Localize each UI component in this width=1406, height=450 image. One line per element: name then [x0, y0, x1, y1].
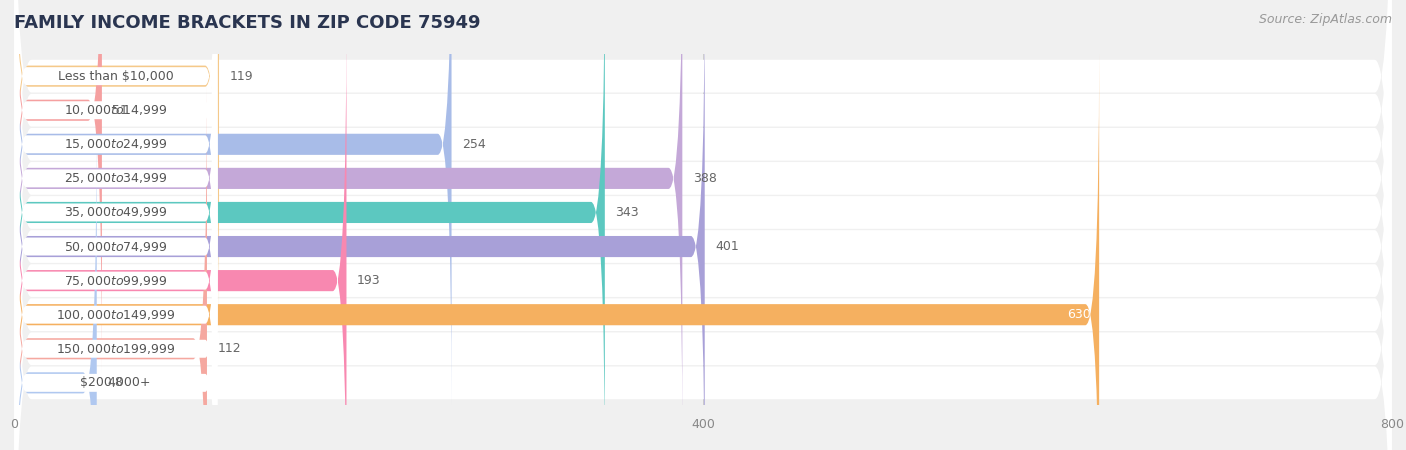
FancyBboxPatch shape	[14, 0, 1392, 450]
FancyBboxPatch shape	[14, 0, 218, 442]
Text: 51: 51	[112, 104, 128, 117]
Text: 401: 401	[716, 240, 738, 253]
FancyBboxPatch shape	[14, 0, 704, 450]
FancyBboxPatch shape	[14, 53, 1099, 450]
FancyBboxPatch shape	[14, 0, 1392, 450]
FancyBboxPatch shape	[14, 0, 101, 372]
Text: $35,000 to $49,999: $35,000 to $49,999	[63, 206, 167, 220]
FancyBboxPatch shape	[14, 121, 97, 450]
FancyBboxPatch shape	[14, 0, 218, 374]
Text: $15,000 to $24,999: $15,000 to $24,999	[63, 137, 167, 151]
Text: 112: 112	[218, 342, 240, 355]
Text: 388: 388	[693, 172, 717, 185]
Text: 630: 630	[1067, 308, 1091, 321]
FancyBboxPatch shape	[14, 0, 1392, 435]
Text: $25,000 to $34,999: $25,000 to $34,999	[63, 171, 167, 185]
FancyBboxPatch shape	[14, 51, 218, 450]
FancyBboxPatch shape	[14, 87, 207, 450]
Text: 193: 193	[357, 274, 381, 287]
FancyBboxPatch shape	[14, 0, 218, 408]
FancyBboxPatch shape	[14, 58, 1392, 450]
Text: 254: 254	[463, 138, 485, 151]
Text: $200,000+: $200,000+	[80, 376, 150, 389]
FancyBboxPatch shape	[14, 85, 218, 450]
Text: $100,000 to $149,999: $100,000 to $149,999	[56, 308, 176, 322]
Text: $150,000 to $199,999: $150,000 to $199,999	[56, 342, 176, 356]
FancyBboxPatch shape	[14, 0, 605, 450]
FancyBboxPatch shape	[14, 18, 346, 450]
FancyBboxPatch shape	[14, 0, 1392, 450]
FancyBboxPatch shape	[14, 0, 219, 338]
FancyBboxPatch shape	[14, 0, 218, 340]
FancyBboxPatch shape	[14, 119, 218, 450]
Text: Less than $10,000: Less than $10,000	[58, 70, 173, 83]
Text: $50,000 to $74,999: $50,000 to $74,999	[63, 239, 167, 253]
FancyBboxPatch shape	[14, 17, 218, 450]
FancyBboxPatch shape	[14, 0, 451, 406]
Text: Source: ZipAtlas.com: Source: ZipAtlas.com	[1258, 14, 1392, 27]
Text: $10,000 to $14,999: $10,000 to $14,999	[63, 103, 167, 117]
Text: 48: 48	[107, 376, 122, 389]
Text: 119: 119	[229, 70, 253, 83]
FancyBboxPatch shape	[14, 0, 682, 441]
FancyBboxPatch shape	[14, 0, 1392, 450]
FancyBboxPatch shape	[14, 0, 1392, 450]
FancyBboxPatch shape	[14, 24, 1392, 450]
FancyBboxPatch shape	[14, 0, 218, 306]
FancyBboxPatch shape	[14, 0, 1392, 400]
Text: FAMILY INCOME BRACKETS IN ZIP CODE 75949: FAMILY INCOME BRACKETS IN ZIP CODE 75949	[14, 14, 481, 32]
Text: 343: 343	[616, 206, 638, 219]
FancyBboxPatch shape	[14, 153, 218, 450]
Text: $75,000 to $99,999: $75,000 to $99,999	[63, 274, 167, 288]
FancyBboxPatch shape	[14, 0, 1392, 450]
